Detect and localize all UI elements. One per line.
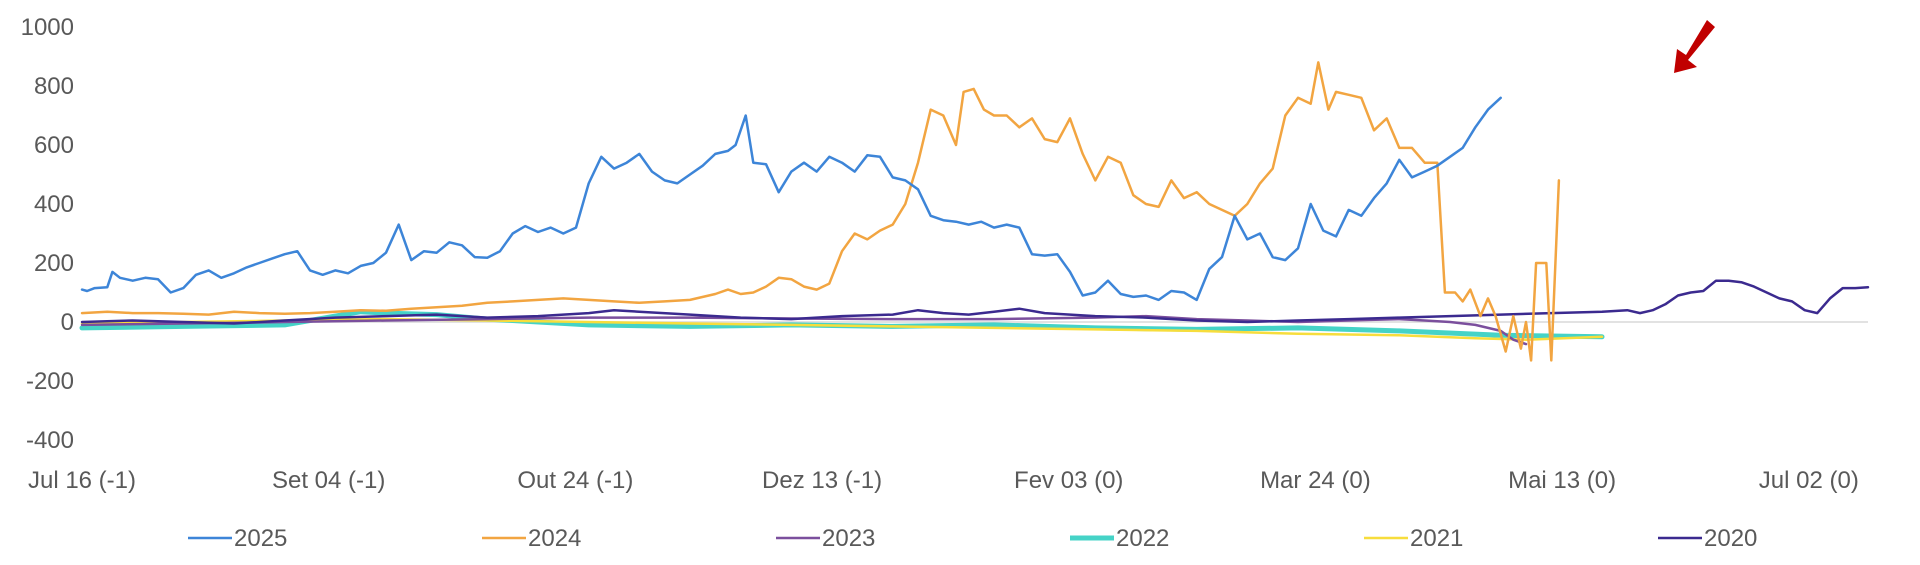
legend: 2025 2024 2023 2022 2021 2020 [188,525,1757,552]
x-tick-label: Out 24 (-1) [517,467,633,494]
x-tick-label: Mai 13 (0) [1508,467,1616,494]
y-tick-label: 400 [34,191,74,218]
y-tick-label: 200 [34,250,74,277]
y-tick-label: -400 [26,427,74,454]
x-tick-label: Set 04 (-1) [272,467,385,494]
legend-label-2022: 2022 [1116,525,1169,552]
series-line-2020 [80,279,1870,325]
y-tick-label: 1000 [21,14,74,41]
y-tick-label: 600 [34,132,74,159]
x-tick-label: Jul 02 (0) [1759,467,1859,494]
y-tick-label: 800 [34,73,74,100]
x-tick-label: Mar 24 (0) [1260,467,1371,494]
x-axis-ticks: Jul 16 (-1) Set 04 (-1) Out 24 (-1) Dez 13 … [28,467,1859,494]
y-axis-ticks: -400 -200 0 200 400 600 800 1000 [21,14,74,454]
series-line-2024 [80,61,1561,362]
y-tick-label: -200 [26,368,74,395]
series-line-2025 [80,96,1502,302]
legend-label-2020: 2020 [1704,525,1757,552]
series-line-2023 [80,314,1528,346]
y-tick-label: 0 [61,309,74,336]
series-line-2022 [79,309,1605,340]
annotation-arrow [1674,20,1715,73]
legend-label-2025: 2025 [234,525,287,552]
x-tick-label: Fev 03 (0) [1014,467,1123,494]
annotation [1674,20,1715,73]
legend-label-2024: 2024 [528,525,581,552]
series-lines [79,61,1870,362]
legend-label-2021: 2021 [1410,525,1463,552]
legend-label-2023: 2023 [822,525,875,552]
x-tick-label: Jul 16 (-1) [28,467,136,494]
series-line-2021 [80,317,1604,341]
x-tick-label: Dez 13 (-1) [762,467,882,494]
